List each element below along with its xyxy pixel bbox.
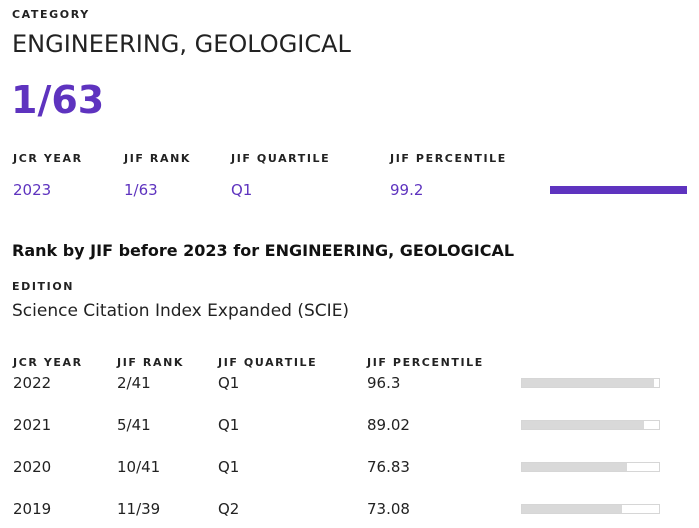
current-rank: 1/63	[124, 181, 158, 199]
header-jif-percentile: JIF PERCENTILE	[390, 152, 507, 165]
percentile-bar	[521, 420, 660, 430]
current-quartile: Q1	[231, 181, 253, 199]
history-header-jif-quartile: JIF QUARTILE	[218, 356, 318, 369]
row-percentile: 73.08	[367, 500, 410, 518]
row-percentile: 76.83	[367, 458, 410, 476]
row-quartile: Q1	[218, 374, 240, 392]
percentile-bar-fill	[522, 463, 628, 471]
current-percentile: 99.2	[390, 181, 424, 199]
current-percentile-bar	[550, 186, 687, 194]
category-label: CATEGORY	[12, 8, 90, 21]
row-quartile: Q2	[218, 500, 240, 518]
row-quartile: Q1	[218, 416, 240, 434]
edition-label: EDITION	[12, 280, 75, 293]
row-rank: 2/41	[117, 374, 151, 392]
row-rank: 10/41	[117, 458, 161, 476]
row-year: 2021	[13, 416, 52, 434]
row-year: 2020	[13, 458, 52, 476]
category-name: ENGINEERING, GEOLOGICAL	[12, 30, 351, 58]
percentile-bar	[521, 378, 660, 388]
header-jif-quartile: JIF QUARTILE	[231, 152, 331, 165]
row-rank: 11/39	[117, 500, 161, 518]
row-quartile: Q1	[218, 458, 240, 476]
row-percentile: 89.02	[367, 416, 410, 434]
row-year: 2019	[13, 500, 52, 518]
percentile-bar	[521, 504, 660, 514]
row-percentile: 96.3	[367, 374, 401, 392]
percentile-bar	[521, 462, 660, 472]
edition-value: Science Citation Index Expanded (SCIE)	[12, 301, 350, 321]
percentile-bar-fill	[522, 421, 644, 429]
history-header-jcr-year: JCR YEAR	[13, 356, 83, 369]
percentile-bar-fill	[522, 379, 654, 387]
row-year: 2022	[13, 374, 52, 392]
row-rank: 5/41	[117, 416, 151, 434]
header-jcr-year: JCR YEAR	[13, 152, 83, 165]
history-header-jif-rank: JIF RANK	[117, 356, 185, 369]
history-header-jif-percentile: JIF PERCENTILE	[367, 356, 484, 369]
category-rank: 1/63	[11, 78, 105, 122]
history-heading: Rank by JIF before 2023 for ENGINEERING,…	[12, 241, 515, 260]
header-jif-rank: JIF RANK	[124, 152, 192, 165]
percentile-bar-fill	[522, 505, 623, 513]
current-year: 2023	[13, 181, 52, 199]
